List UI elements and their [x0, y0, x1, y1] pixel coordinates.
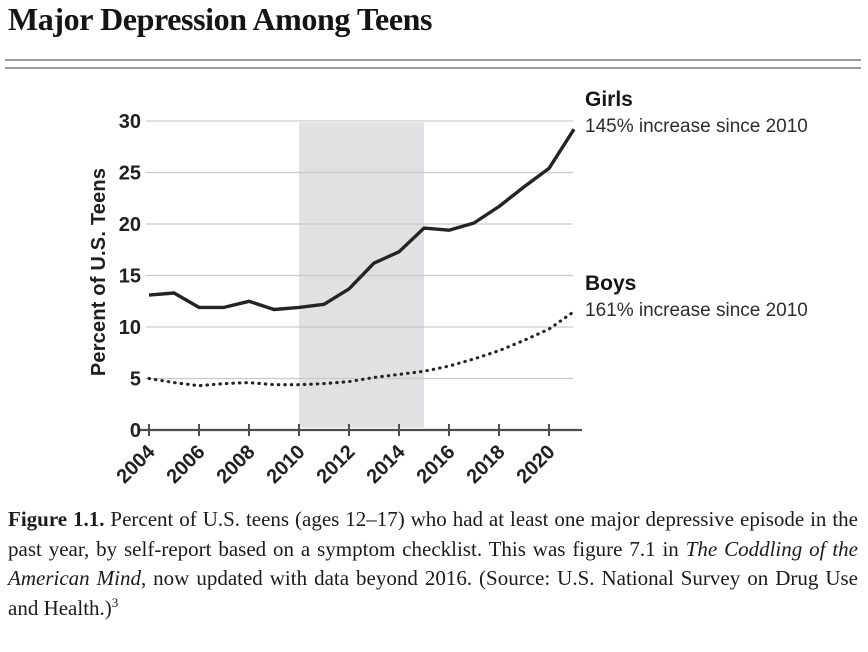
- x-tick-label-2006: 2006: [163, 441, 210, 488]
- x-tick-label-2008: 2008: [213, 441, 260, 488]
- x-tick-label-2018: 2018: [463, 441, 510, 488]
- footnote-marker: 3: [111, 594, 119, 610]
- x-tick-label-2012: 2012: [313, 441, 360, 488]
- page-title: Major Depression Among Teens: [8, 1, 433, 37]
- legend-girls-note: 145% increase since 2010: [585, 116, 808, 137]
- figure-caption-text-2: , now updated with data beyond 2016. (So…: [8, 566, 858, 620]
- figure-caption-label: Figure 1.1.: [8, 507, 105, 531]
- y-tick-label-25: 25: [119, 163, 141, 185]
- girls-line: [148, 128, 576, 312]
- boys-line: [147, 310, 576, 388]
- x-tick-label-2014: 2014: [363, 440, 411, 488]
- y-tick-label-5: 5: [130, 369, 141, 391]
- depression-line-chart: 0 5 10 15 20 25 30 2004 2006 2008 2010 2012 2014 2016…: [88, 111, 582, 488]
- y-tick-label-20: 20: [119, 214, 141, 236]
- y-tick-label-0: 0: [130, 420, 141, 442]
- figure-caption: Figure 1.1. Percent of U.S. teens (ages …: [8, 505, 858, 623]
- x-tick-label-2016: 2016: [413, 441, 460, 488]
- title-rule-top: [5, 59, 861, 61]
- y-tick-label-30: 30: [119, 111, 141, 133]
- y-tick-label-15: 15: [119, 266, 141, 288]
- legend-boys-note: 161% increase since 2010: [585, 300, 808, 321]
- x-tick-label-2010: 2010: [263, 441, 310, 488]
- x-tick-label-2004: 2004: [113, 440, 161, 488]
- x-tick-label-2020: 2020: [513, 441, 560, 488]
- book-title: The Coddling of the American Mind: [8, 536, 858, 591]
- legend-girls: Girls 145% increase since 2010: [585, 88, 808, 138]
- legend-girls-label: Girls: [585, 88, 633, 111]
- legend-boys: Boys 161% increase since 2010: [585, 272, 808, 322]
- title-rule-bottom: [5, 67, 861, 69]
- figure-caption-text-1: Percent of U.S. teens (ages 12–17) who h…: [8, 507, 858, 561]
- y-tick-label-10: 10: [119, 317, 141, 339]
- legend-boys-label: Boys: [585, 272, 637, 295]
- y-axis-title: Percent of U.S. Teens: [88, 168, 110, 376]
